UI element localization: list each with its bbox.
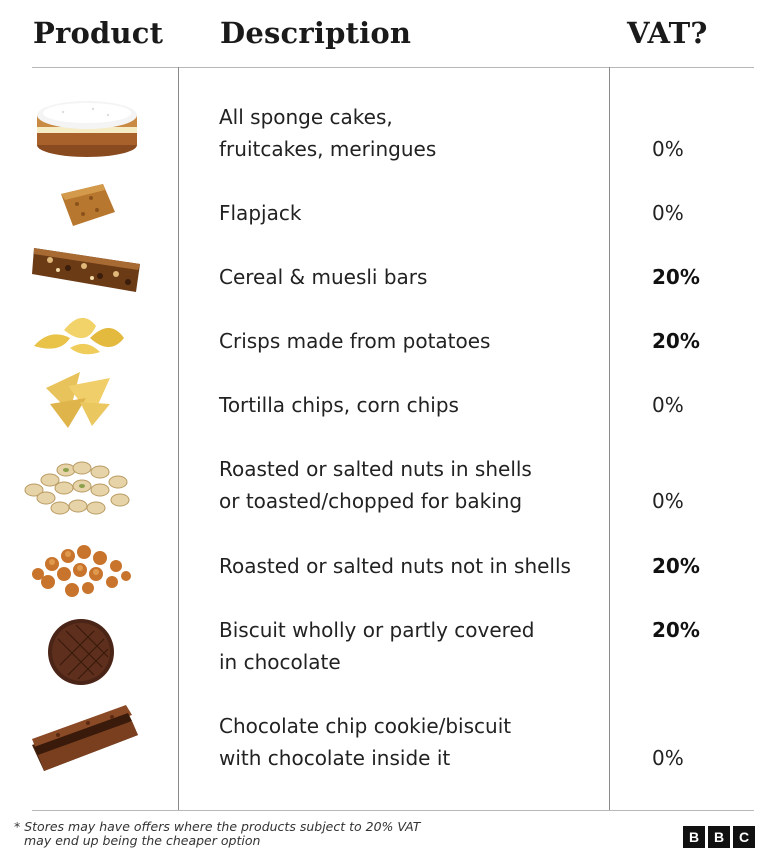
chocolate-biscuit-icon xyxy=(48,619,114,685)
vat-rate: 20% xyxy=(652,329,700,353)
description-column-header: Description xyxy=(220,16,412,50)
footnote-line: * Stores may have offers where the produ… xyxy=(14,819,421,834)
description-line: Roasted or salted nuts in shells xyxy=(219,457,532,481)
description-line: Flapjack xyxy=(219,201,302,225)
vat-rate: 20% xyxy=(652,265,700,289)
sponge-cake-icon xyxy=(37,101,137,157)
tortilla-chips-icon xyxy=(46,372,110,428)
description-line: Cereal & muesli bars xyxy=(219,265,428,289)
description-line: Crisps made from potatoes xyxy=(219,329,491,353)
description-line: with chocolate inside it xyxy=(219,746,451,770)
bourbon-biscuit-icon xyxy=(32,705,138,771)
potato-crisps-icon xyxy=(34,317,124,355)
vat-rate: 20% xyxy=(652,618,700,642)
vat-column-header: VAT? xyxy=(627,16,708,50)
flapjack-icon xyxy=(61,184,115,226)
description-line: fruitcakes, meringues xyxy=(219,137,437,161)
vat-rate: 0% xyxy=(652,137,684,161)
footnote-line: may end up being the cheaper option xyxy=(24,833,261,848)
description-line: Tortilla chips, corn chips xyxy=(219,393,459,417)
footer-divider xyxy=(32,810,754,811)
description-line: Roasted or salted nuts not in shells xyxy=(219,554,571,578)
vat-rate: 0% xyxy=(652,489,684,513)
vat-rate: 0% xyxy=(652,201,684,225)
vat-rate: 20% xyxy=(652,554,700,578)
description-line: in chocolate xyxy=(219,650,341,674)
pistachio-nuts-icon xyxy=(24,461,130,515)
bbc-logo-letter: B xyxy=(708,826,730,848)
cereal-bar-icon xyxy=(32,248,140,292)
vat-rate: 0% xyxy=(652,746,684,770)
column-divider-left xyxy=(178,67,179,811)
bbc-logo-letter: C xyxy=(733,826,755,848)
footnote: * Stores may have offers where the produ… xyxy=(14,820,420,848)
vat-rate: 0% xyxy=(652,393,684,417)
header-divider xyxy=(32,67,754,68)
peanuts-icon xyxy=(32,545,131,597)
description-line: or toasted/chopped for baking xyxy=(219,489,523,513)
bbc-logo: B B C xyxy=(683,826,755,848)
bbc-logo-letter: B xyxy=(683,826,705,848)
column-divider-right xyxy=(609,67,610,811)
description-line: Biscuit wholly or partly covered xyxy=(219,618,535,642)
product-column-header: Product xyxy=(33,16,164,50)
description-line: All sponge cakes, xyxy=(219,105,393,129)
description-line: Chocolate chip cookie/biscuit xyxy=(219,714,512,738)
